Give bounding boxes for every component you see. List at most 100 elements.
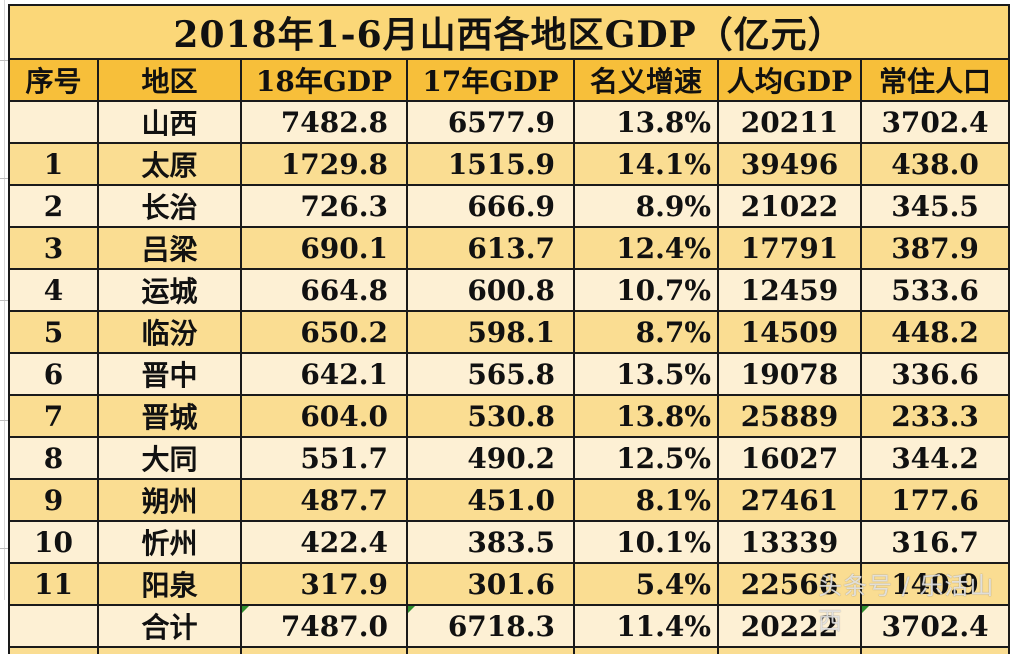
cell-gdp-per-capita[interactable]: 17791 (717, 226, 862, 270)
cell-nominal-growth[interactable]: 12.4% (573, 226, 719, 270)
cell-gdp-2017[interactable]: 530.8 (406, 394, 575, 438)
cell-gdp-per-capita[interactable]: 22566 (717, 562, 862, 606)
cell-gdp-2018[interactable]: 7487.0 (240, 604, 408, 648)
cell-gdp-2017[interactable]: 666.9 (406, 184, 575, 228)
header-gdp-2017[interactable]: 17年GDP (406, 58, 575, 102)
cell-index[interactable]: 2 (8, 184, 99, 228)
header-index[interactable]: 序号 (8, 58, 99, 102)
cell-resident-population[interactable]: 233.3 (859, 394, 1011, 438)
cell-gdp-2017[interactable]: 6718.3 (406, 604, 575, 648)
cell-resident-population[interactable]: 533.6 (859, 268, 1011, 312)
header-region[interactable]: 地区 (97, 58, 242, 102)
cell-resident-population[interactable]: 438.0 (859, 142, 1011, 186)
cell-index[interactable]: 4 (8, 268, 99, 312)
empty-cell[interactable] (8, 646, 99, 654)
cell-gdp-2018[interactable]: 726.3 (240, 184, 408, 228)
empty-cell[interactable] (240, 646, 408, 654)
cell-index[interactable]: 3 (8, 226, 99, 270)
cell-gdp-per-capita[interactable]: 16027 (717, 436, 862, 480)
table-title[interactable]: 2018年1-6月山西各地区GDP（亿元） (7, 4, 1011, 60)
cell-region[interactable]: 大同 (97, 436, 242, 480)
cell-gdp-2018[interactable]: 487.7 (240, 478, 408, 522)
cell-gdp-2017[interactable]: 600.8 (406, 268, 575, 312)
cell-nominal-growth[interactable]: 14.1% (573, 142, 719, 186)
cell-gdp-2017[interactable]: 598.1 (406, 310, 575, 354)
cell-gdp-2017[interactable]: 490.2 (406, 436, 575, 480)
cell-gdp-per-capita[interactable]: 12459 (717, 268, 862, 312)
cell-gdp-2017[interactable]: 383.5 (406, 520, 575, 564)
cell-gdp-2017[interactable]: 301.6 (406, 562, 575, 606)
cell-index[interactable]: 7 (8, 394, 99, 438)
cell-index[interactable]: 6 (8, 352, 99, 396)
cell-index[interactable]: 5 (8, 310, 99, 354)
cell-nominal-growth[interactable]: 11.4% (573, 604, 719, 648)
cell-nominal-growth[interactable]: 8.7% (573, 310, 719, 354)
cell-region[interactable]: 晋城 (97, 394, 242, 438)
cell-gdp-2018[interactable]: 604.0 (240, 394, 408, 438)
cell-gdp-2018[interactable]: 1729.8 (240, 142, 408, 186)
cell-nominal-growth[interactable]: 8.1% (573, 478, 719, 522)
cell-gdp-per-capita[interactable]: 20211 (717, 100, 862, 144)
cell-nominal-growth[interactable]: 13.8% (573, 100, 719, 144)
cell-resident-population[interactable]: 140.9 (859, 562, 1011, 606)
cell-gdp-2017[interactable]: 613.7 (406, 226, 575, 270)
cell-resident-population[interactable]: 448.2 (859, 310, 1011, 354)
cell-region[interactable]: 忻州 (97, 520, 242, 564)
cell-gdp-2018[interactable]: 690.1 (240, 226, 408, 270)
cell-region[interactable]: 晋中 (97, 352, 242, 396)
cell-gdp-2018[interactable]: 317.9 (240, 562, 408, 606)
cell-index[interactable]: 1 (8, 142, 99, 186)
cell-gdp-2018[interactable]: 642.1 (240, 352, 408, 396)
cell-region[interactable]: 阳泉 (97, 562, 242, 606)
cell-gdp-2018[interactable]: 422.4 (240, 520, 408, 564)
cell-resident-population[interactable]: 177.6 (859, 478, 1011, 522)
cell-gdp-2018[interactable]: 7482.8 (240, 100, 408, 144)
cell-nominal-growth[interactable]: 12.5% (573, 436, 719, 480)
header-nominal-growth[interactable]: 名义增速 (573, 58, 719, 102)
empty-cell[interactable] (717, 646, 862, 654)
cell-region[interactable]: 合计 (97, 604, 242, 648)
cell-nominal-growth[interactable]: 10.1% (573, 520, 719, 564)
cell-gdp-per-capita[interactable]: 25889 (717, 394, 862, 438)
cell-gdp-2018[interactable]: 650.2 (240, 310, 408, 354)
cell-resident-population[interactable]: 336.6 (859, 352, 1011, 396)
cell-gdp-2017[interactable]: 6577.9 (406, 100, 575, 144)
cell-gdp-per-capita[interactable]: 27461 (717, 478, 862, 522)
cell-resident-population[interactable]: 3702.4 (859, 100, 1011, 144)
cell-region[interactable]: 长治 (97, 184, 242, 228)
header-gdp-per-capita[interactable]: 人均GDP (717, 58, 862, 102)
cell-gdp-per-capita[interactable]: 13339 (717, 520, 862, 564)
cell-index[interactable] (8, 604, 99, 648)
cell-index[interactable]: 10 (8, 520, 99, 564)
cell-region[interactable]: 临汾 (97, 310, 242, 354)
cell-region[interactable]: 太原 (97, 142, 242, 186)
empty-cell[interactable] (573, 646, 719, 654)
cell-index[interactable]: 8 (8, 436, 99, 480)
cell-nominal-growth[interactable]: 13.8% (573, 394, 719, 438)
empty-cell[interactable] (406, 646, 575, 654)
cell-resident-population[interactable]: 387.9 (859, 226, 1011, 270)
cell-nominal-growth[interactable]: 13.5% (573, 352, 719, 396)
cell-gdp-per-capita[interactable]: 19078 (717, 352, 862, 396)
cell-region[interactable]: 山西 (97, 100, 242, 144)
cell-gdp-2017[interactable]: 565.8 (406, 352, 575, 396)
empty-cell[interactable] (97, 646, 242, 654)
cell-gdp-2018[interactable]: 551.7 (240, 436, 408, 480)
cell-gdp-per-capita[interactable]: 21022 (717, 184, 862, 228)
header-resident-population[interactable]: 常住人口 (859, 58, 1011, 102)
cell-nominal-growth[interactable]: 5.4% (573, 562, 719, 606)
cell-gdp-2017[interactable]: 451.0 (406, 478, 575, 522)
cell-region[interactable]: 运城 (97, 268, 242, 312)
cell-nominal-growth[interactable]: 8.9% (573, 184, 719, 228)
cell-resident-population[interactable]: 316.7 (859, 520, 1011, 564)
cell-resident-population[interactable]: 345.5 (859, 184, 1011, 228)
empty-cell[interactable] (859, 646, 1011, 654)
cell-index[interactable] (8, 100, 99, 144)
cell-region[interactable]: 朔州 (97, 478, 242, 522)
cell-gdp-2018[interactable]: 664.8 (240, 268, 408, 312)
cell-index[interactable]: 11 (8, 562, 99, 606)
cell-region[interactable]: 吕梁 (97, 226, 242, 270)
cell-index[interactable]: 9 (8, 478, 99, 522)
cell-gdp-2017[interactable]: 1515.9 (406, 142, 575, 186)
cell-gdp-per-capita[interactable]: 39496 (717, 142, 862, 186)
